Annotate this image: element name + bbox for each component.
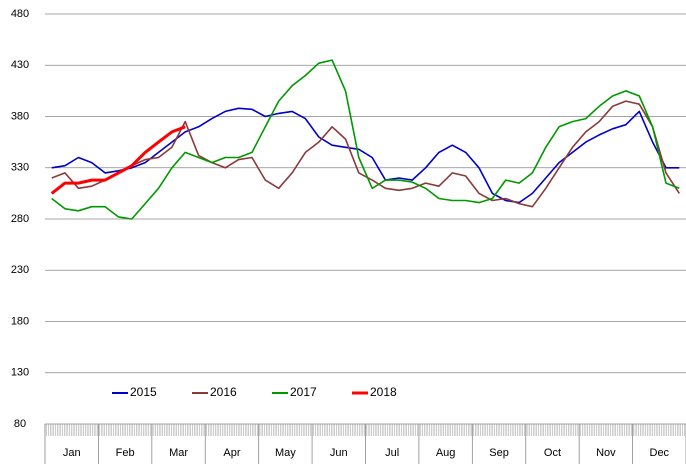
y-tick-label: 230: [11, 264, 29, 276]
y-tick-label: 330: [11, 162, 29, 174]
x-tick-label: Dec: [650, 447, 670, 459]
legend-text: 2017: [290, 385, 317, 399]
x-tick-label: Sep: [489, 447, 509, 459]
y-tick-label: 80: [14, 418, 26, 430]
series-line: [50, 125, 186, 195]
x-tick-label: Feb: [116, 447, 135, 459]
x-tick-label: May: [275, 447, 296, 459]
y-tick-label: 480: [11, 8, 29, 20]
x-tick-label: Apr: [223, 447, 240, 459]
legend-text: 2016: [210, 385, 237, 399]
x-tick-label: Oct: [544, 447, 561, 459]
y-tick-label: 280: [11, 213, 29, 225]
series-line: [51, 59, 680, 220]
x-tick-label: Jan: [63, 447, 81, 459]
x-tick-label: Mar: [169, 447, 188, 459]
y-tick-label: 180: [11, 315, 29, 327]
series-line: [51, 107, 680, 204]
y-tick-label: 430: [11, 59, 29, 71]
legend-text: 2015: [130, 385, 157, 399]
x-tick-label: Nov: [596, 447, 616, 459]
y-tick-label: 130: [11, 367, 29, 379]
series-line: [51, 100, 680, 208]
x-tick-label: Jun: [330, 447, 348, 459]
x-tick-label: Aug: [436, 447, 456, 459]
y-tick-label: 380: [11, 110, 29, 122]
x-tick-label: Jul: [385, 447, 399, 459]
legend-text: 2018: [370, 385, 397, 399]
